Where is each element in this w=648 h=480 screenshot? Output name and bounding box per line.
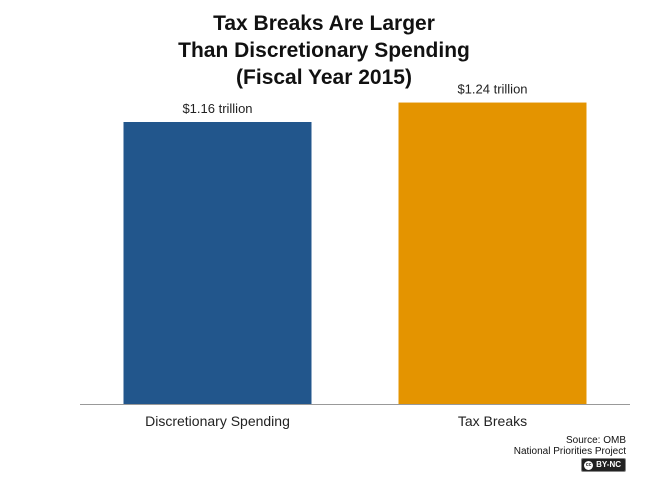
license-text: BY-NC [596, 460, 621, 469]
bar-value-label-0: $1.16 trillion [182, 101, 252, 116]
chart-title-line-1: Tax Breaks Are Larger [213, 12, 435, 35]
chart-title: Tax Breaks Are Larger Than Discretionary… [0, 10, 648, 91]
chart-title-line-3: (Fiscal Year 2015) [236, 66, 412, 89]
x-tick-label-0: Discretionary Spending [145, 413, 290, 429]
organization-text: National Priorities Project [513, 446, 626, 457]
bar-value-label-1: $1.24 trillion [457, 82, 527, 97]
source-footer: Source: OMB National Priorities Project … [514, 435, 626, 472]
bar-1 [398, 102, 587, 404]
bar-0 [123, 122, 312, 404]
source-text: Source: OMB [565, 435, 626, 446]
cc-icon: cc [584, 460, 594, 470]
x-tick-label-1: Tax Breaks [458, 413, 527, 429]
chart-title-line-2: Than Discretionary Spending [178, 39, 470, 62]
cc-license-badge: cc BY-NC [581, 458, 626, 472]
